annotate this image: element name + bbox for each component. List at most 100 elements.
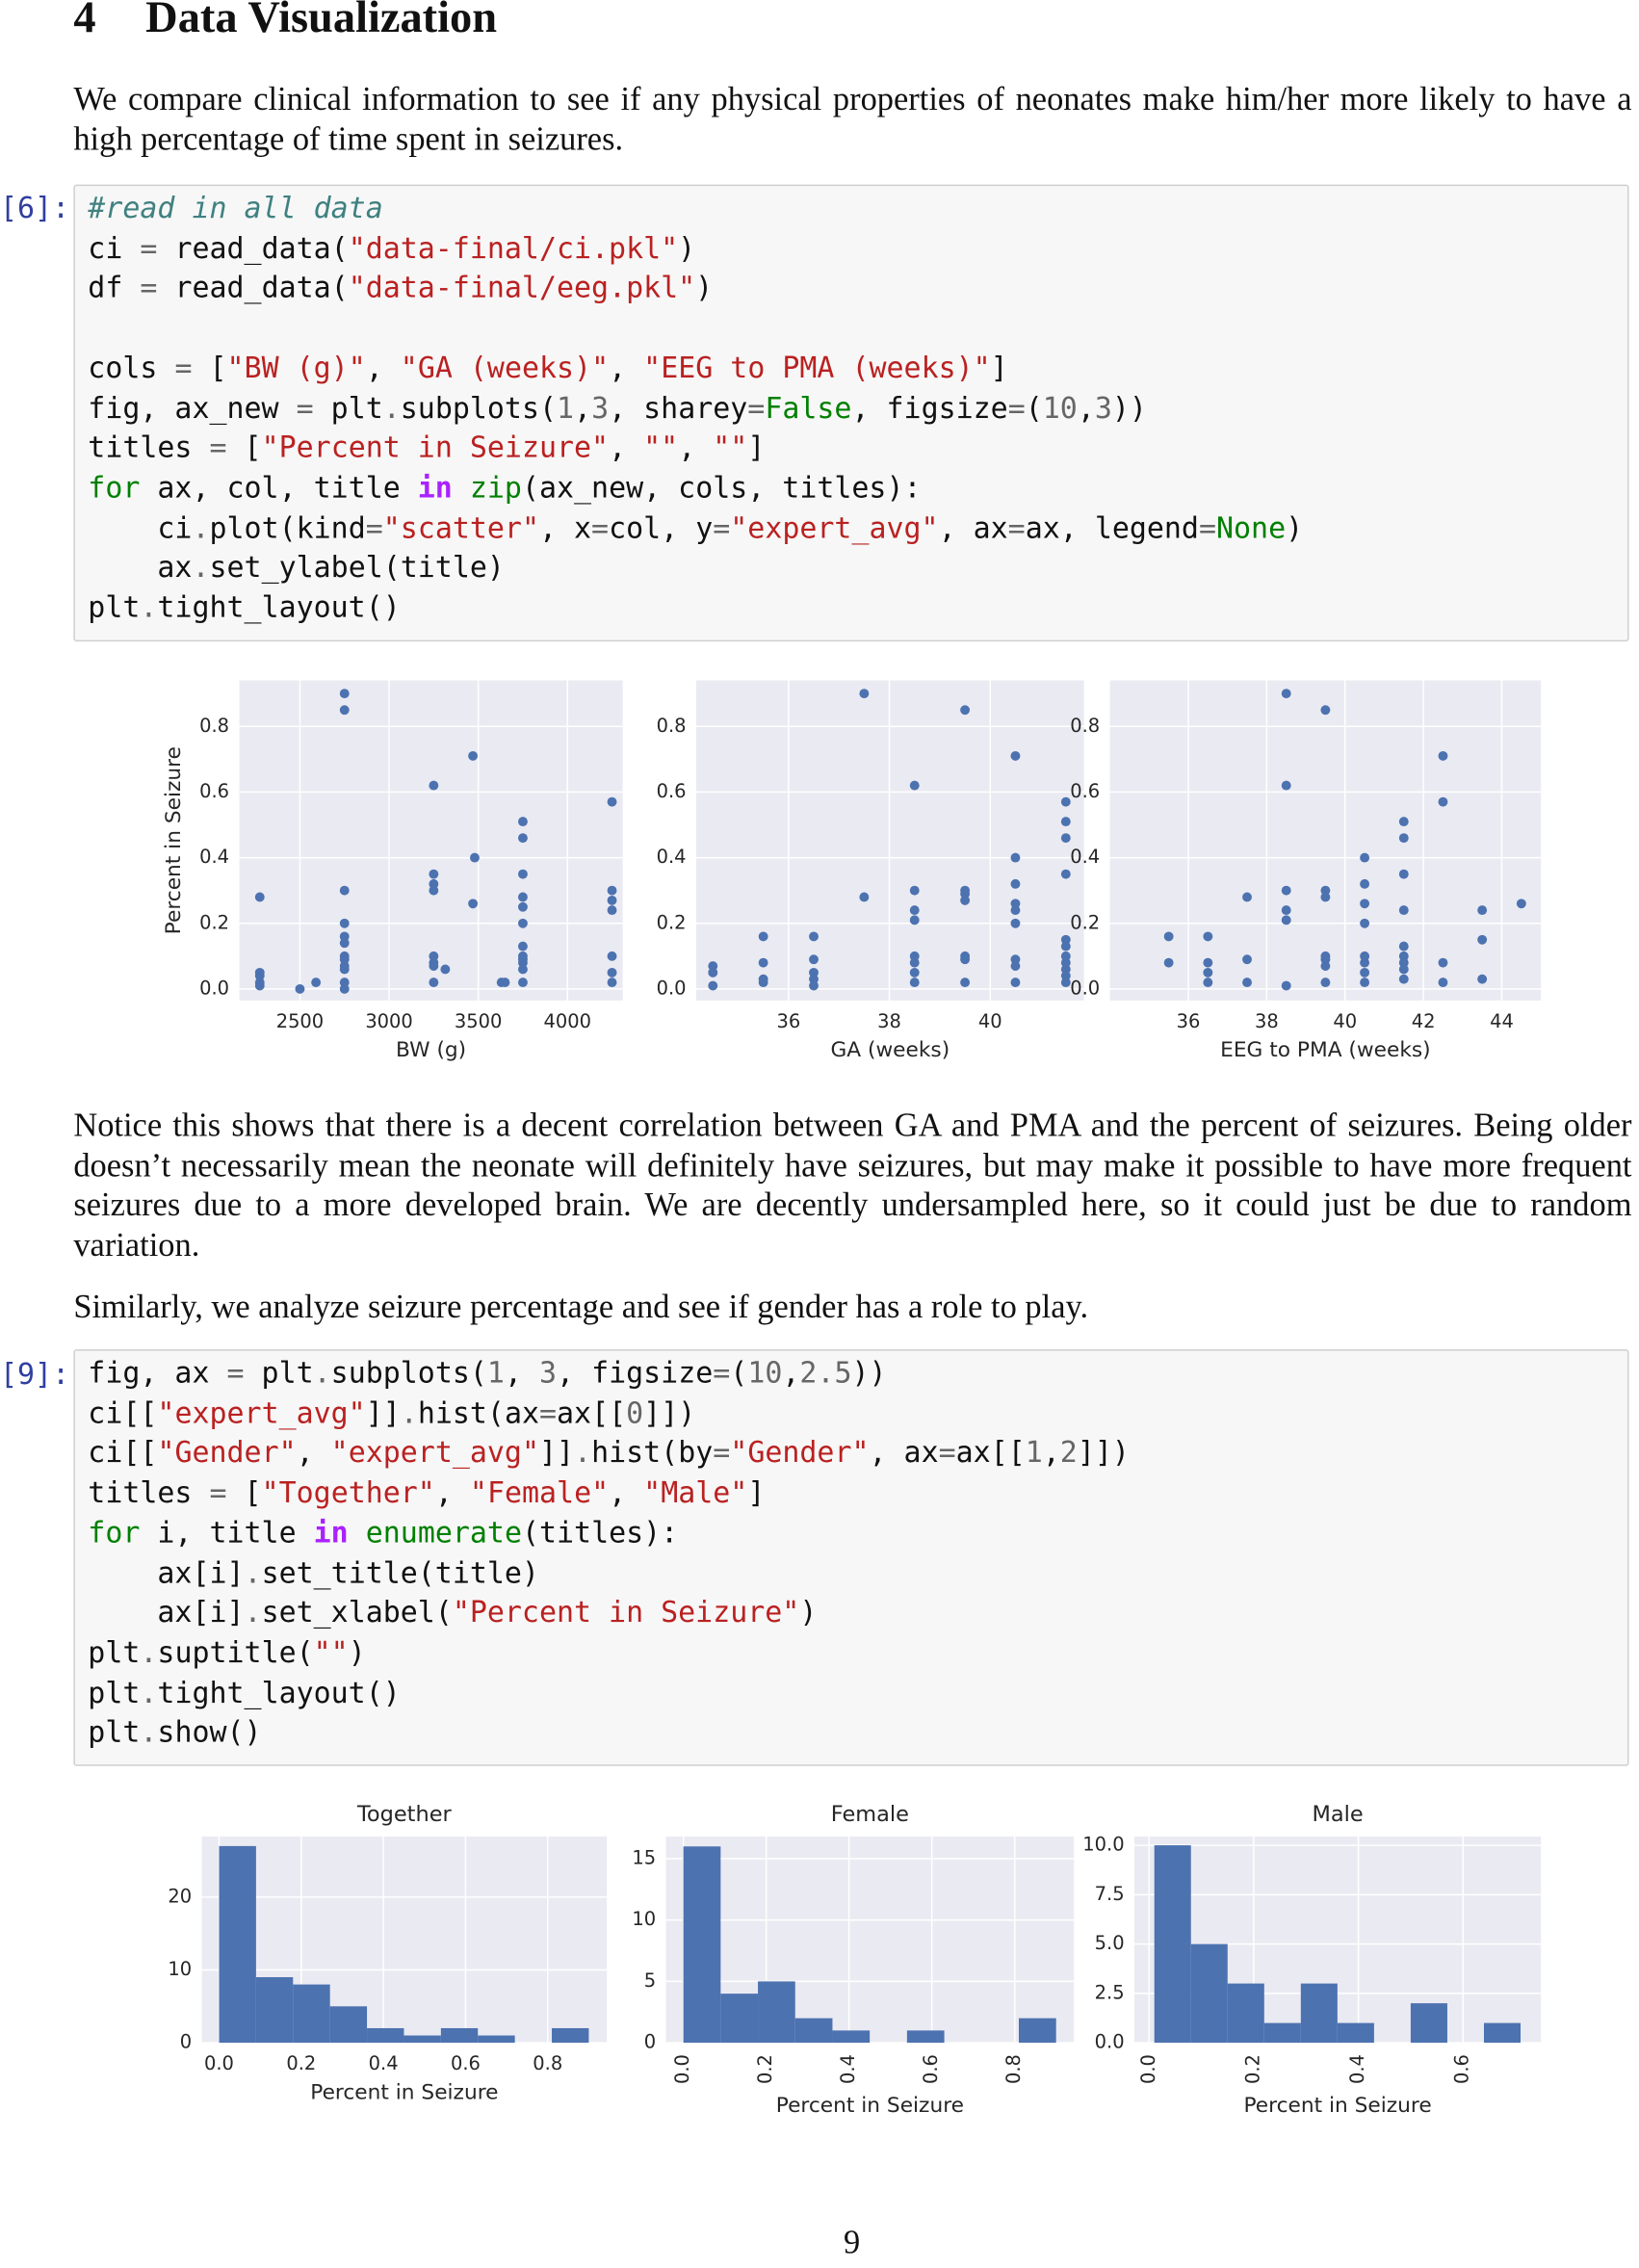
scatter-point: [1010, 918, 1021, 928]
code-token: ,: [574, 389, 592, 425]
code-token: ax[i]: [88, 1554, 245, 1590]
scatter-point: [429, 961, 439, 972]
histogram-bar: [1410, 2003, 1447, 2044]
code-token: =: [140, 270, 158, 305]
scatter-point: [1477, 934, 1488, 945]
code-token: )): [1111, 389, 1147, 425]
histogram-bar: [832, 2030, 871, 2044]
code-line: cols = ["BW (g)", "GA (weeks)", "EEG to …: [88, 349, 1614, 388]
y-tick-label: 0.0: [657, 977, 687, 999]
histogram-bar: [1483, 2022, 1521, 2044]
chart-title: Together: [356, 1802, 452, 1827]
code-token: ,: [678, 430, 714, 465]
page-number: 9: [844, 2224, 861, 2261]
code-token: for: [88, 1514, 141, 1550]
code-line: ci = read_data("data-final/ci.pkl"): [88, 229, 1614, 269]
histogram-bar: [367, 2027, 404, 2044]
code-token: , ax: [869, 1435, 939, 1470]
y-tick-label: 0.4: [1070, 846, 1100, 868]
scatter-point: [295, 983, 305, 994]
code-token: ax[i]: [88, 1594, 245, 1629]
plot-background: [239, 680, 623, 1001]
scatter-point: [909, 905, 920, 916]
code-token: =: [591, 509, 610, 545]
code-token: ): [1286, 509, 1304, 545]
scatter-point: [909, 915, 920, 925]
code-token: =: [938, 1435, 956, 1470]
scatter-point: [1010, 878, 1021, 889]
code-token: =: [713, 509, 731, 545]
code-token: ci[[: [88, 1435, 158, 1470]
code-block: fig, ax = plt.subplots(1, 3, figsize=(10…: [88, 1354, 1614, 1754]
scatter-point: [339, 978, 350, 988]
code-token: None: [1216, 509, 1287, 545]
histogram-bar: [478, 2035, 515, 2044]
code-token: .: [192, 509, 210, 545]
scatter-point: [1320, 961, 1331, 972]
code-token: "Percent in Seizure": [452, 1594, 800, 1629]
code-token: subplots(: [330, 1355, 487, 1391]
code-line: ax[i].set_xlabel("Percent in Seizure"): [88, 1593, 1614, 1632]
code-token: =: [226, 1355, 245, 1391]
code-token: "EEG to PMA (weeks)": [643, 350, 991, 385]
y-tick-label: 0.2: [657, 911, 687, 933]
cell-prompt: [6]:: [0, 190, 70, 225]
scatter-point: [1398, 817, 1409, 827]
scatter-point: [1010, 954, 1021, 965]
code-token: =: [1007, 389, 1026, 425]
x-tick-label: 0.2: [754, 2054, 776, 2084]
code-token: show(): [157, 1714, 262, 1750]
scatter-point: [1163, 931, 1174, 942]
code-line: plt.suptitle(""): [88, 1633, 1614, 1673]
code-token: titles: [88, 430, 210, 465]
scatter-point: [1398, 905, 1409, 916]
code-line: df = read_data("data-final/eeg.pkl"): [88, 269, 1614, 308]
code-token: plt: [88, 1714, 141, 1750]
code-line: ci[["Gender", "expert_avg"]].hist(by="Ge…: [88, 1434, 1614, 1473]
code-token: ci: [88, 509, 193, 545]
scatter-point: [518, 892, 528, 902]
chart-title: Female: [831, 1802, 909, 1827]
scatter-point: [1360, 978, 1370, 988]
scatter-point: [809, 967, 819, 978]
code-token: ): [799, 1594, 818, 1629]
x-tick-label: 0.2: [286, 2052, 316, 2074]
section-heading: 4 Data Visualization: [73, 0, 497, 43]
scatter-point: [909, 967, 920, 978]
paragraph: Similarly, we analyze seizure percentage…: [73, 1289, 1089, 1325]
code-token: =: [713, 1435, 731, 1470]
scatter-point: [1360, 899, 1370, 909]
code-line: for i, title in enumerate(titles):: [88, 1513, 1614, 1552]
histogram-bar: [219, 1845, 256, 2044]
code-token: enumerate: [365, 1514, 522, 1550]
scatter-point: [1281, 780, 1291, 791]
histogram-bar: [794, 2018, 833, 2044]
scatter-point: [859, 689, 870, 699]
code-token: hist(by: [591, 1435, 714, 1470]
x-axis-label: Percent in Seizure: [1244, 2094, 1432, 2118]
code-token: (: [730, 1355, 748, 1391]
code-line: #read in all data: [88, 189, 1614, 228]
code-token: "Male": [643, 1474, 748, 1510]
x-tick-label: 4000: [544, 1010, 591, 1032]
scatter-point: [1516, 899, 1526, 909]
code-token: , x: [538, 509, 592, 545]
x-axis-label: Percent in Seizure: [310, 2080, 498, 2104]
code-token: plot(kind: [209, 509, 366, 545]
scatter-point: [429, 878, 439, 889]
code-line: ax[i].set_title(title): [88, 1553, 1614, 1593]
scatter-point: [809, 974, 819, 984]
x-tick-label: 0.4: [1346, 2054, 1368, 2084]
scatter-point: [1060, 796, 1071, 807]
code-line: titles = ["Together", "Female", "Male"]: [88, 1473, 1614, 1513]
scatter-point: [607, 978, 617, 988]
code-block: #read in all data ci = read_data("data-fi…: [88, 189, 1614, 308]
y-tick-label: 5.0: [1095, 1932, 1125, 1954]
code-token: 3: [1094, 389, 1112, 425]
code-token: plt: [88, 1634, 141, 1670]
scatter-point: [607, 905, 617, 916]
scatter-point: [1010, 978, 1021, 988]
code-token: [: [226, 1474, 262, 1510]
